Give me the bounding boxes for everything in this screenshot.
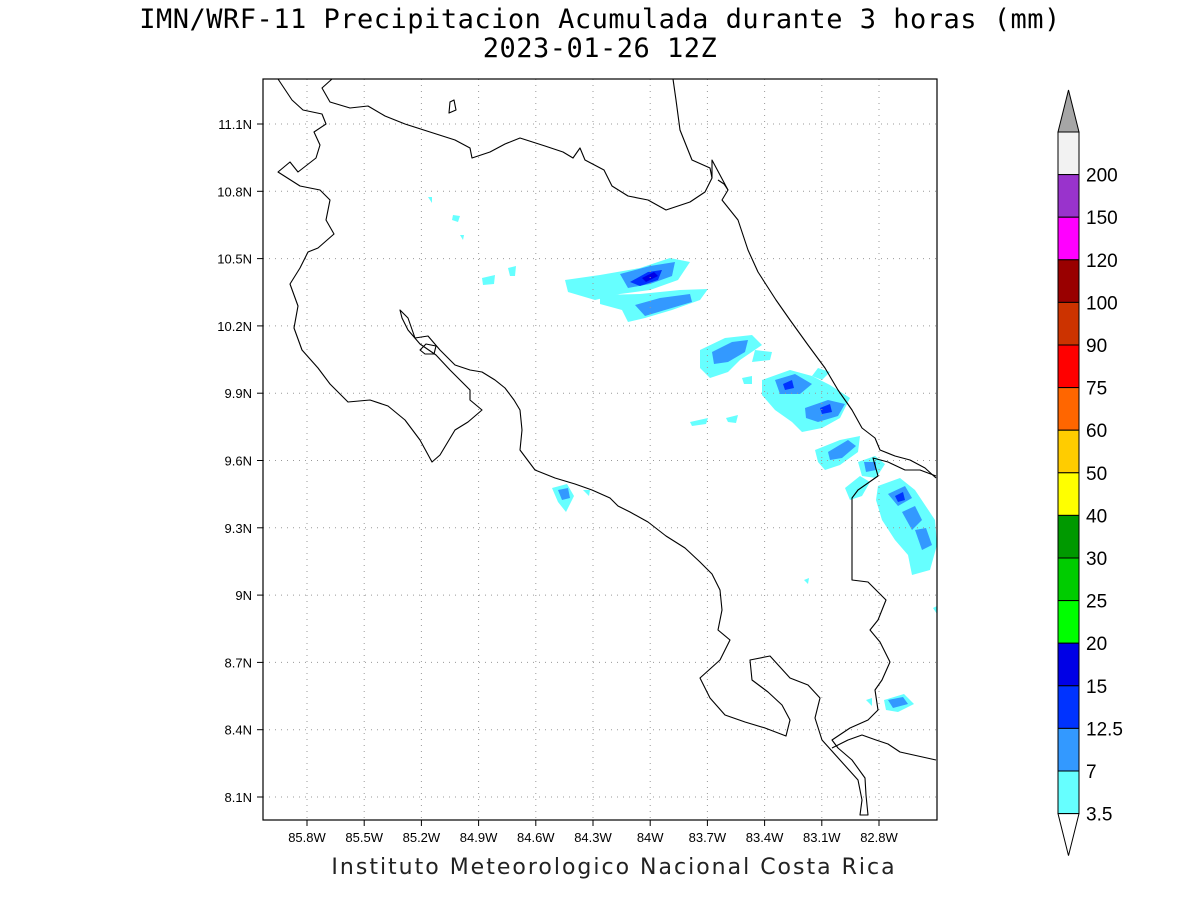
lon-tick-label: 84.6W xyxy=(517,830,555,845)
colorbar-swatch xyxy=(1057,131,1080,176)
map-date: 2023-01-26 12Z xyxy=(482,33,718,64)
lat-tick-label: 9N xyxy=(235,588,252,603)
colorbar-swatch xyxy=(1057,727,1080,772)
lat-tick-label: 10.8N xyxy=(217,184,252,199)
map-gridlines xyxy=(263,79,937,820)
lat-tick-label: 8.7N xyxy=(225,655,252,670)
colorbar-level-label: 90 xyxy=(1086,336,1107,357)
colorbar-swatch xyxy=(1057,259,1080,303)
colorbar-level-label: 120 xyxy=(1086,251,1118,272)
lon-tick-label: 84.9W xyxy=(460,830,498,845)
lat-axis: 11.1N 10.8N 10.5N 10.2N 9.9N 9.6N 9.3N 9N 8.7N 8.… xyxy=(217,117,263,805)
colorbar-level-label: 7 xyxy=(1086,762,1097,783)
colorbar-level-label: 3.5 xyxy=(1086,805,1112,826)
colorbar-level-label: 50 xyxy=(1086,464,1107,485)
colorbar-level-label: 100 xyxy=(1086,293,1118,314)
map-title: IMN/WRF-11 Precipitacion Acumulada duran… xyxy=(139,4,1061,35)
colorbar-level-label: 20 xyxy=(1086,634,1107,655)
lon-tick-label: 85.2W xyxy=(403,830,441,845)
colorbar-swatch xyxy=(1057,685,1080,729)
lon-tick-label: 83.7W xyxy=(689,830,727,845)
lat-tick-label: 9.3N xyxy=(225,521,252,536)
colorbar-swatch xyxy=(1057,301,1080,346)
colorbar-level-label: 25 xyxy=(1086,592,1107,613)
colorbar-level-label: 12.5 xyxy=(1086,719,1123,740)
colorbar-level-label: 15 xyxy=(1086,677,1107,698)
lat-tick-label: 9.6N xyxy=(225,454,252,469)
credit-text: Instituto Meteorologico Nacional Costa R… xyxy=(331,855,897,880)
colorbar: 3.5 7 12.5 15 20 25 30 40 50 60 75 90 100 120 150 200 xyxy=(1057,89,1123,856)
colorbar-swatch xyxy=(1057,557,1080,602)
colorbar-level-label: 30 xyxy=(1086,549,1107,570)
lon-tick-label: 82.8W xyxy=(860,830,898,845)
lon-tick-label: 84.3W xyxy=(574,830,612,845)
lon-tick-label: 83.1W xyxy=(803,830,841,845)
map-frame xyxy=(262,78,938,821)
colorbar-swatch xyxy=(1057,429,1080,474)
colorbar-level-label: 150 xyxy=(1086,208,1118,229)
colorbar-swatch xyxy=(1057,642,1080,687)
colorbar-upper-arrow xyxy=(1057,89,1080,133)
colorbar-swatch xyxy=(1057,387,1080,431)
lat-tick-label: 8.1N xyxy=(225,790,252,805)
lat-tick-label: 8.4N xyxy=(225,723,252,738)
colorbar-swatch xyxy=(1057,770,1080,815)
lon-tick-label: 84W xyxy=(637,830,664,845)
colorbar-swatch xyxy=(1057,600,1080,644)
lon-axis: 85.8W 85.5W 85.2W 84.9W 84.6W 84.3W 84W 83.7W 83… xyxy=(288,820,899,845)
colorbar-level-label: 200 xyxy=(1086,166,1118,187)
colorbar-swatch xyxy=(1057,472,1080,516)
colorbar-level-label: 60 xyxy=(1086,421,1107,442)
precip-field xyxy=(428,197,937,712)
lat-tick-label: 9.9N xyxy=(225,386,252,401)
coastline xyxy=(277,78,937,816)
lon-tick-label: 85.8W xyxy=(288,830,326,845)
colorbar-level-label: 75 xyxy=(1086,379,1107,400)
colorbar-lower-arrow xyxy=(1057,813,1080,856)
lat-tick-label: 10.5N xyxy=(217,252,252,267)
lon-tick-label: 85.5W xyxy=(345,830,383,845)
colorbar-swatch xyxy=(1057,344,1080,389)
colorbar-swatch xyxy=(1057,514,1080,559)
colorbar-level-label: 40 xyxy=(1086,506,1107,527)
colorbar-swatch xyxy=(1057,216,1080,261)
lon-tick-label: 83.4W xyxy=(746,830,784,845)
colorbar-swatch xyxy=(1057,174,1080,218)
lat-tick-label: 11.1N xyxy=(218,117,252,132)
lat-tick-label: 10.2N xyxy=(217,319,252,334)
